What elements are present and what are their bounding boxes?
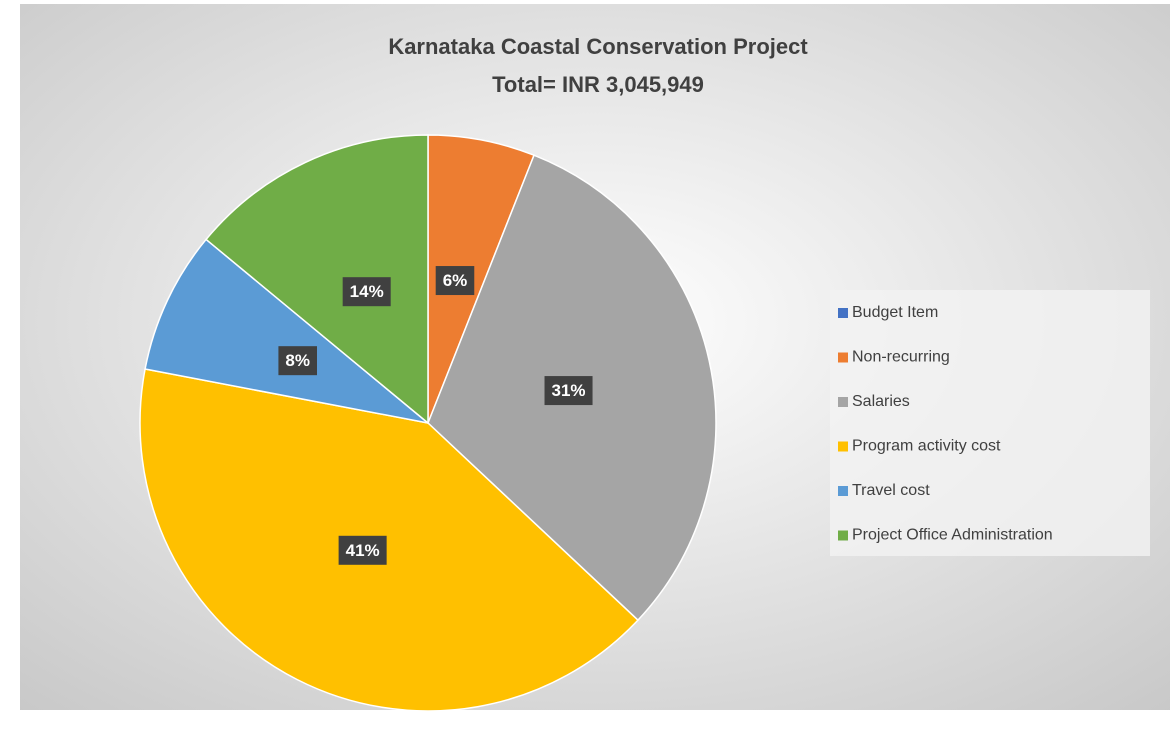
data-label: 8% xyxy=(285,351,310,370)
legend-label: Project Office Administration xyxy=(852,527,1053,544)
pie-slice xyxy=(139,368,640,712)
pie-slice xyxy=(144,238,429,424)
pie-slice xyxy=(205,134,429,425)
data-label-box xyxy=(342,277,391,307)
pie xyxy=(139,134,717,712)
legend-label: Salaries xyxy=(852,393,910,410)
data-labels: 6% 31% 41% 8% 14% xyxy=(278,266,593,565)
data-label: 14% xyxy=(350,282,384,301)
chart-title: Karnataka Coastal Conservation Project xyxy=(388,34,808,59)
legend-swatch xyxy=(838,486,848,496)
legend-swatch xyxy=(838,530,848,541)
data-label-box xyxy=(544,376,593,406)
data-label-box xyxy=(278,346,317,376)
legend-label: Budget Item xyxy=(852,304,938,321)
legend-swatch xyxy=(838,308,848,318)
legend-items: Budget Item Non-recurring Salaries Program … xyxy=(838,304,1053,544)
legend-swatch xyxy=(838,397,848,407)
data-label: 6% xyxy=(443,271,468,290)
data-label-box xyxy=(435,266,475,296)
legend-label: Non-recurring xyxy=(852,349,950,366)
chart-subtitle: Total= INR 3,045,949 xyxy=(492,72,704,97)
legend-label: Travel cost xyxy=(852,482,930,499)
data-label-box xyxy=(338,535,387,565)
legend-swatch xyxy=(838,441,848,452)
data-label: 31% xyxy=(552,381,586,400)
legend-swatch xyxy=(838,352,848,363)
legend xyxy=(830,290,1150,556)
legend-label: Program activity cost xyxy=(852,438,1001,455)
data-label: 41% xyxy=(346,541,380,560)
